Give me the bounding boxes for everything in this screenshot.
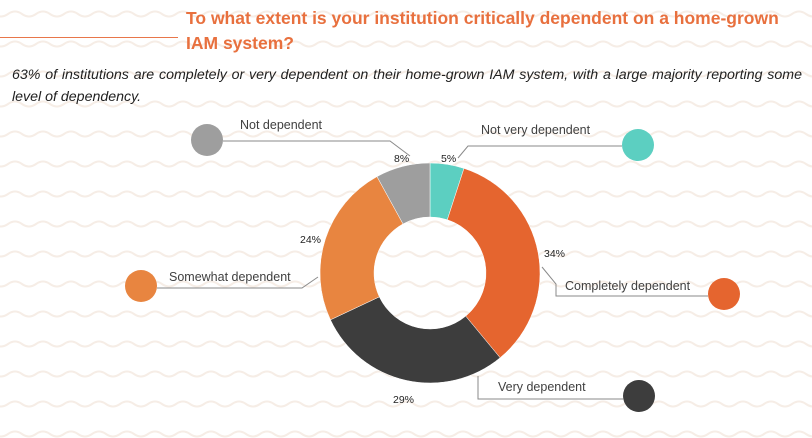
- donut-slices: [319, 162, 541, 384]
- background-wave: [0, 250, 812, 258]
- pct-very-dependent: 29%: [393, 394, 414, 406]
- label-not-very-dependent: Not very dependent: [481, 123, 591, 137]
- background-wave: [0, 400, 812, 408]
- background-wave: [0, 280, 812, 288]
- legend-dot-very-dependent: [623, 380, 655, 412]
- slice-completely: [446, 168, 541, 359]
- leader-lines: [157, 140, 708, 400]
- leader-not-very-dependent: [457, 145, 622, 159]
- background-wave: [0, 40, 812, 48]
- slice-somewhat: [319, 176, 404, 321]
- background-wave: [0, 220, 812, 228]
- legend-dot-not-dependent: [191, 124, 223, 156]
- label-very-dependent: Very dependent: [498, 380, 586, 394]
- background-wave: [0, 70, 812, 78]
- background-wave: [0, 100, 812, 108]
- pct-completely-dependent: 34%: [544, 248, 565, 260]
- legend-dot-completely-dependent: [708, 278, 740, 310]
- legend-dot-somewhat-dependent: [125, 270, 157, 302]
- label-completely-dependent: Completely dependent: [565, 279, 691, 293]
- leader-very-dependent: [477, 376, 623, 400]
- pct-somewhat-dependent: 24%: [300, 234, 321, 246]
- leader-somewhat-dependent: [157, 276, 319, 289]
- page-subtitle: 63% of institutions are completely or ve…: [12, 67, 802, 105]
- slice-very: [330, 296, 501, 384]
- slice-not: [376, 162, 431, 225]
- background-wave: [0, 310, 812, 318]
- pct-not-very-dependent: 5%: [441, 153, 456, 165]
- background-wave: [0, 130, 812, 138]
- background-wave: [0, 430, 812, 438]
- label-not-dependent: Not dependent: [240, 118, 323, 132]
- legend-dot-not-very-dependent: [622, 129, 654, 161]
- background-wave: [0, 10, 812, 18]
- pct-not-dependent: 8%: [394, 153, 409, 165]
- leader-completely-dependent: [541, 266, 708, 297]
- label-somewhat-dependent: Somewhat dependent: [169, 270, 291, 284]
- page-title: To what extent is your institution criti…: [186, 8, 779, 53]
- leader-not-dependent: [223, 140, 411, 157]
- title-rule-line: [0, 37, 178, 38]
